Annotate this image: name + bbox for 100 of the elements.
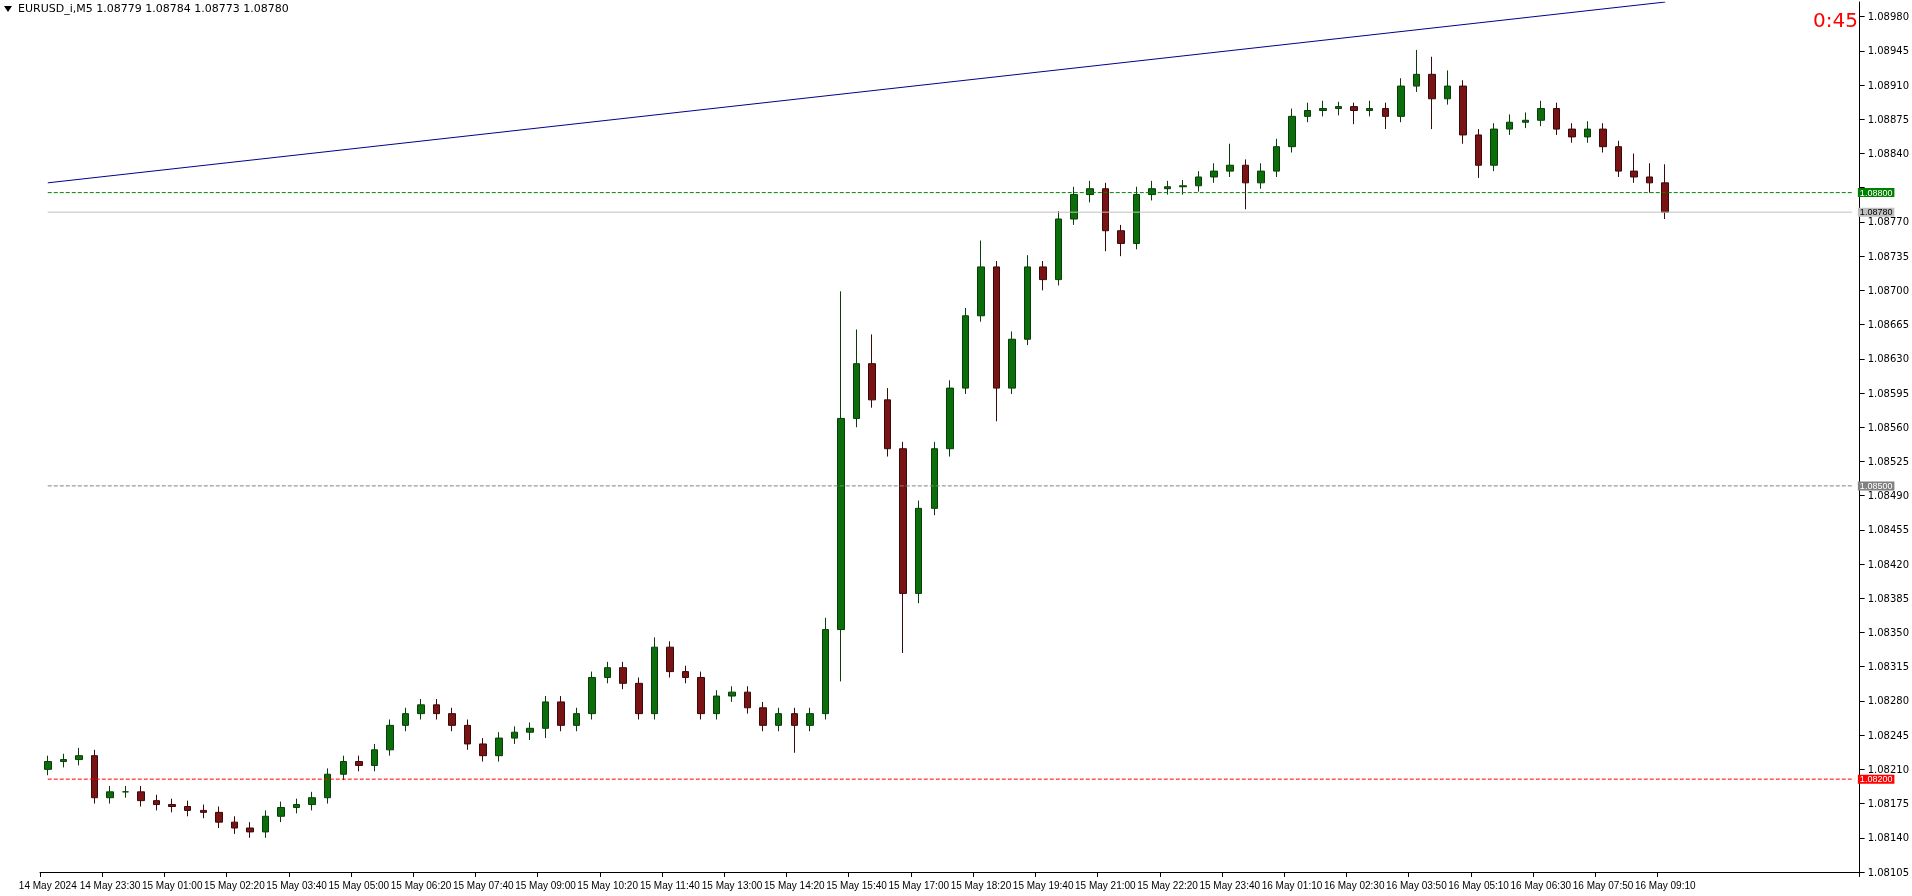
candlestick <box>402 707 409 732</box>
y-tick-label: 1.08980 <box>1867 11 1910 23</box>
y-tick-label: 1.08735 <box>1867 250 1910 262</box>
candlestick <box>122 785 129 799</box>
candlestick <box>1304 102 1311 123</box>
y-tick-label: 1.08945 <box>1867 45 1910 57</box>
candlestick <box>1086 180 1094 203</box>
candlestick <box>1475 128 1482 179</box>
candlestick <box>75 747 83 766</box>
y-tick-label: 1.08350 <box>1867 627 1910 639</box>
candlestick <box>324 767 331 805</box>
ref-line-label: 1.08500 <box>1859 480 1893 491</box>
candlestick <box>293 798 300 814</box>
candlestick <box>853 328 860 428</box>
candlestick <box>822 617 829 721</box>
candlestick <box>1179 179 1187 196</box>
candlestick <box>1055 210 1062 286</box>
x-tick-label: 15 May 10:20 <box>577 879 639 891</box>
candlestick <box>308 791 316 811</box>
candlestick <box>977 240 985 323</box>
candlestick <box>1273 138 1280 178</box>
y-tick-label: 1.08490 <box>1867 490 1910 502</box>
x-tick-label: 16 May 09:10 <box>1634 879 1696 891</box>
candlestick <box>1117 224 1125 257</box>
candlestick <box>355 755 363 772</box>
candlestick <box>277 801 285 823</box>
x-tick-label: 15 May 03:40 <box>266 879 328 891</box>
x-tick-label: 16 May 05:10 <box>1448 879 1510 891</box>
candlestick <box>1024 254 1031 346</box>
candlestick <box>1661 163 1669 220</box>
y-tick-label: 1.08175 <box>1867 798 1910 810</box>
candlestick <box>1102 182 1109 252</box>
candlestick <box>1319 100 1327 117</box>
x-tick-label: 15 May 17:00 <box>888 879 950 891</box>
candlestick <box>899 441 907 654</box>
candlestick <box>1070 186 1078 226</box>
candlestick <box>697 671 705 721</box>
candlestick <box>1568 122 1576 144</box>
candlestick <box>200 804 207 819</box>
candlestick <box>1039 260 1047 291</box>
candlestick <box>931 441 938 516</box>
candlestick <box>448 707 456 732</box>
x-tick-label: 16 May 03:50 <box>1386 879 1448 891</box>
candlestick <box>915 500 922 604</box>
y-tick-label: 1.08525 <box>1867 455 1910 467</box>
candlestick <box>91 749 98 805</box>
candlestick <box>526 721 534 741</box>
candlestick <box>433 698 440 721</box>
candlestick <box>137 785 145 808</box>
y-tick-label: 1.08455 <box>1867 524 1910 536</box>
x-tick-label: 15 May 23:40 <box>1199 879 1261 891</box>
y-tick-label: 1.08560 <box>1867 421 1910 433</box>
candlestick <box>495 731 503 763</box>
candlestick <box>1506 113 1513 136</box>
x-tick-label: 15 May 22:20 <box>1137 879 1199 891</box>
candlestick <box>1226 143 1234 178</box>
candlestick <box>666 640 674 678</box>
candlestick <box>744 685 751 715</box>
candlestick <box>884 387 891 458</box>
candlestick <box>542 695 549 739</box>
x-tick-label: 15 May 19:40 <box>1012 879 1074 891</box>
candlestick <box>1459 79 1467 145</box>
candlestick <box>604 661 611 684</box>
candlestick <box>946 379 954 458</box>
candlestick <box>1257 162 1265 190</box>
x-tick-label: 15 May 02:20 <box>204 879 266 891</box>
candlestick <box>1397 77 1405 123</box>
candlestick <box>386 719 394 757</box>
candlestick <box>962 307 969 395</box>
candlestick <box>806 707 814 732</box>
x-tick-label: 15 May 11:40 <box>639 879 701 891</box>
candlestick <box>464 719 471 751</box>
chart-title: EURUSD_i,M5 1.08779 1.08784 1.08773 1.08780 <box>18 2 289 15</box>
candlestick <box>1133 186 1140 250</box>
candlestick <box>573 707 580 732</box>
y-tick-label: 1.08420 <box>1867 558 1910 570</box>
candlestick <box>1288 108 1296 154</box>
x-tick-label: 15 May 01:00 <box>141 879 203 891</box>
y-tick-label: 1.08315 <box>1867 661 1910 673</box>
candlestick <box>1008 330 1016 395</box>
x-tick-label: 16 May 02:30 <box>1323 879 1385 891</box>
x-tick-label: 14 May 2024 <box>18 879 78 891</box>
y-tick-label: 1.08210 <box>1867 763 1910 775</box>
y-tick-label: 1.08630 <box>1867 353 1910 365</box>
x-tick-label: 15 May 21:00 <box>1075 879 1137 891</box>
x-tick-label: 15 May 09:00 <box>515 879 577 891</box>
x-tick-label: 15 May 07:40 <box>452 879 514 891</box>
candlestick <box>713 689 720 721</box>
candlestick <box>1615 140 1622 178</box>
candlestick <box>651 636 658 721</box>
candlestick <box>1164 180 1171 196</box>
y-tick-label: 1.08910 <box>1867 79 1910 91</box>
candlestick <box>1210 162 1218 184</box>
ref-line-label: 1.08800 <box>1859 187 1893 198</box>
candlestick <box>479 737 487 763</box>
x-tick-label: 16 May 01:10 <box>1261 879 1323 891</box>
candlestick <box>1428 56 1436 130</box>
candlestick <box>1646 162 1653 194</box>
y-tick-label: 1.08770 <box>1867 216 1910 228</box>
candlestick <box>1382 102 1389 130</box>
